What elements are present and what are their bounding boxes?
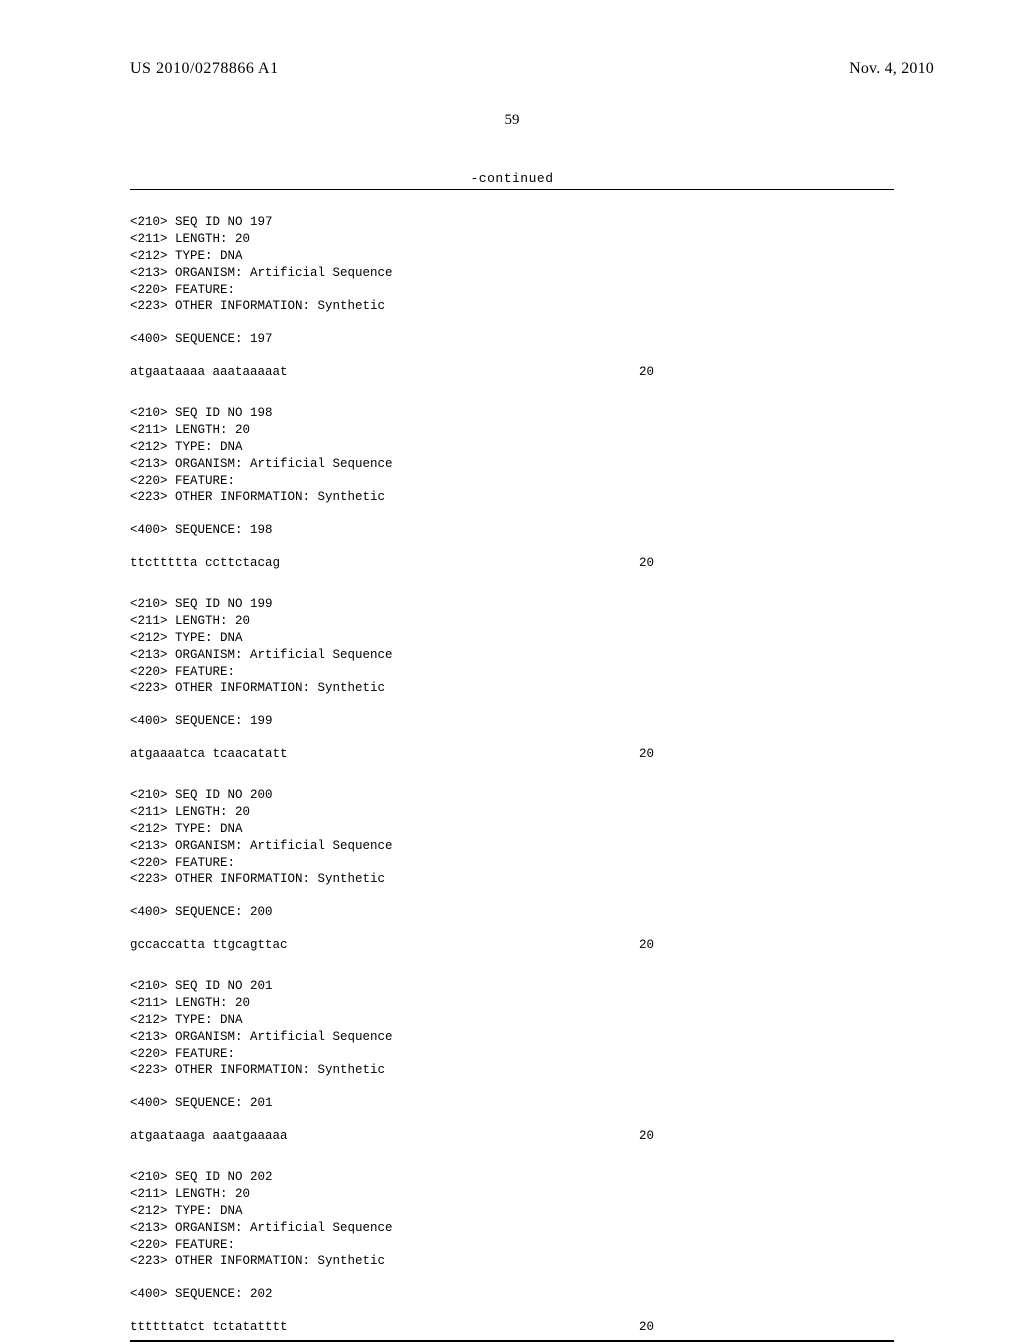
sequence-length-value: 20 <box>639 937 654 954</box>
meta-line: <213> ORGANISM: Artificial Sequence <box>130 647 894 664</box>
meta-line: <211> LENGTH: 20 <box>130 231 894 248</box>
meta-line: <220> FEATURE: <box>130 855 894 872</box>
publication-date: Nov. 4, 2010 <box>849 60 934 78</box>
meta-line: <213> ORGANISM: Artificial Sequence <box>130 838 894 855</box>
sequence-length-value: 20 <box>639 1128 654 1145</box>
meta-line: <223> OTHER INFORMATION: Synthetic <box>130 489 894 506</box>
meta-line: <212> TYPE: DNA <box>130 1203 894 1220</box>
meta-line: <213> ORGANISM: Artificial Sequence <box>130 265 894 282</box>
meta-line: <211> LENGTH: 20 <box>130 422 894 439</box>
page-header: US 2010/0278866 A1 Nov. 4, 2010 <box>0 0 1024 78</box>
meta-line: <213> ORGANISM: Artificial Sequence <box>130 456 894 473</box>
meta-line: <213> ORGANISM: Artificial Sequence <box>130 1029 894 1046</box>
meta-line: <210> SEQ ID NO 202 <box>130 1169 894 1186</box>
sequence-label: <400> SEQUENCE: 201 <box>130 1095 894 1112</box>
sequence-label: <400> SEQUENCE: 198 <box>130 522 894 539</box>
meta-line: <220> FEATURE: <box>130 1237 894 1254</box>
sequence-line: ttcttttta ccttctacag 20 <box>130 555 894 572</box>
meta-line: <220> FEATURE: <box>130 664 894 681</box>
sequence-text: atgaataaga aaatgaaaaa <box>130 1128 288 1145</box>
sequence-length-value: 20 <box>639 555 654 572</box>
sequence-label: <400> SEQUENCE: 200 <box>130 904 894 921</box>
meta-line: <223> OTHER INFORMATION: Synthetic <box>130 298 894 315</box>
continued-label: -continued <box>0 171 1024 186</box>
sequence-line: gccaccatta ttgcagttac 20 <box>130 937 894 954</box>
meta-line: <211> LENGTH: 20 <box>130 995 894 1012</box>
sequence-length-value: 20 <box>639 746 654 763</box>
sequence-listing: <210> SEQ ID NO 197<211> LENGTH: 20<212>… <box>130 214 894 1336</box>
sequence-entry: <210> SEQ ID NO 201<211> LENGTH: 20<212>… <box>130 978 894 1145</box>
sequence-text: ttcttttta ccttctacag <box>130 555 280 572</box>
meta-line: <223> OTHER INFORMATION: Synthetic <box>130 1062 894 1079</box>
sequence-line: atgaaaatca tcaacatatt 20 <box>130 746 894 763</box>
top-rule <box>130 189 894 190</box>
sequence-text: atgaataaaa aaataaaaat <box>130 364 288 381</box>
meta-line: <213> ORGANISM: Artificial Sequence <box>130 1220 894 1237</box>
meta-line: <211> LENGTH: 20 <box>130 1186 894 1203</box>
sequence-text: gccaccatta ttgcagttac <box>130 937 288 954</box>
meta-line: <212> TYPE: DNA <box>130 248 894 265</box>
sequence-line: atgaataaga aaatgaaaaa 20 <box>130 1128 894 1145</box>
meta-line: <223> OTHER INFORMATION: Synthetic <box>130 680 894 697</box>
meta-line: <210> SEQ ID NO 197 <box>130 214 894 231</box>
sequence-label: <400> SEQUENCE: 202 <box>130 1286 894 1303</box>
meta-line: <220> FEATURE: <box>130 1046 894 1063</box>
meta-line: <210> SEQ ID NO 198 <box>130 405 894 422</box>
meta-line: <210> SEQ ID NO 199 <box>130 596 894 613</box>
meta-line: <220> FEATURE: <box>130 473 894 490</box>
meta-line: <212> TYPE: DNA <box>130 630 894 647</box>
sequence-line: ttttttatct tctatatttt 20 <box>130 1319 894 1336</box>
sequence-entry: <210> SEQ ID NO 199<211> LENGTH: 20<212>… <box>130 596 894 763</box>
meta-line: <211> LENGTH: 20 <box>130 804 894 821</box>
sequence-line: atgaataaaa aaataaaaat 20 <box>130 364 894 381</box>
meta-line: <211> LENGTH: 20 <box>130 613 894 630</box>
page-number: 59 <box>0 112 1024 129</box>
sequence-length-value: 20 <box>639 364 654 381</box>
meta-line: <210> SEQ ID NO 200 <box>130 787 894 804</box>
sequence-label: <400> SEQUENCE: 199 <box>130 713 894 730</box>
meta-line: <212> TYPE: DNA <box>130 821 894 838</box>
sequence-entry: <210> SEQ ID NO 200<211> LENGTH: 20<212>… <box>130 787 894 954</box>
meta-line: <210> SEQ ID NO 201 <box>130 978 894 995</box>
meta-line: <223> OTHER INFORMATION: Synthetic <box>130 1253 894 1270</box>
meta-line: <223> OTHER INFORMATION: Synthetic <box>130 871 894 888</box>
sequence-label: <400> SEQUENCE: 197 <box>130 331 894 348</box>
meta-line: <212> TYPE: DNA <box>130 439 894 456</box>
publication-number: US 2010/0278866 A1 <box>130 60 279 78</box>
sequence-text: ttttttatct tctatatttt <box>130 1319 288 1336</box>
sequence-length-value: 20 <box>639 1319 654 1336</box>
meta-line: <212> TYPE: DNA <box>130 1012 894 1029</box>
sequence-text: atgaaaatca tcaacatatt <box>130 746 288 763</box>
sequence-entry: <210> SEQ ID NO 197<211> LENGTH: 20<212>… <box>130 214 894 381</box>
meta-line: <220> FEATURE: <box>130 282 894 299</box>
sequence-entry: <210> SEQ ID NO 202<211> LENGTH: 20<212>… <box>130 1169 894 1336</box>
sequence-entry: <210> SEQ ID NO 198<211> LENGTH: 20<212>… <box>130 405 894 572</box>
